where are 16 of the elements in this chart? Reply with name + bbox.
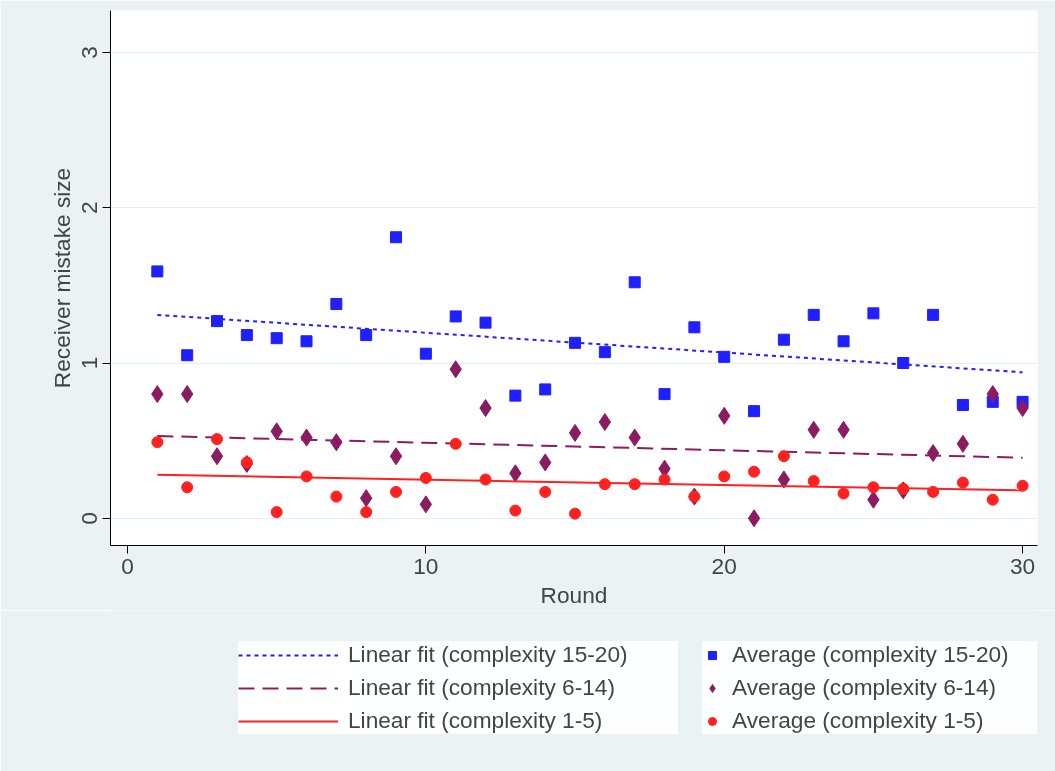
y-tick-label: 3 — [76, 46, 103, 59]
y-tick-label: 1 — [76, 356, 103, 370]
x-tick-label: 0 — [121, 552, 134, 579]
legend-label: Linear fit (complexity 6-14) — [348, 674, 616, 701]
legend-label: Linear fit (complexity 15-20) — [348, 641, 629, 668]
y-tick-label: 0 — [76, 512, 103, 525]
x-tick-label: 10 — [413, 552, 439, 579]
x-axis-title: Round — [540, 581, 608, 608]
y-tick-label: 2 — [76, 201, 103, 215]
y-axis-title: Receiver mistake size — [48, 167, 75, 389]
legend-label: Average (complexity 6-14) — [732, 674, 998, 701]
legend-label: Average (complexity 1-5) — [732, 707, 985, 734]
x-tick-label: 20 — [711, 552, 737, 579]
legend-label: Linear fit (complexity 1-5) — [348, 707, 604, 734]
x-tick-label: 30 — [1009, 552, 1036, 579]
legend-label: Average (complexity 15-20) — [732, 641, 1010, 668]
